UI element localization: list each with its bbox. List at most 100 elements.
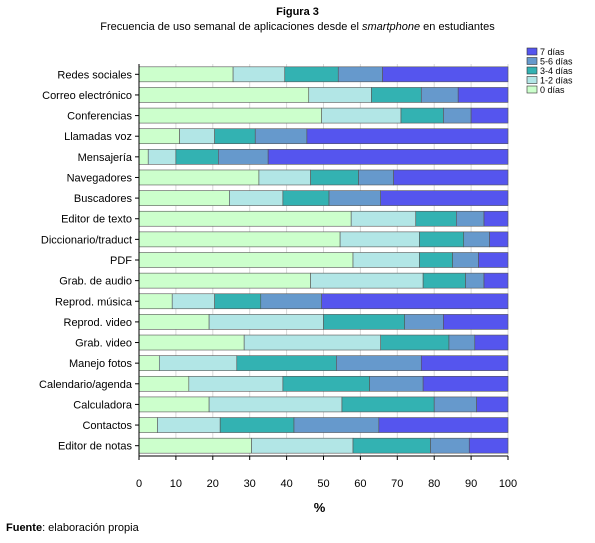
bar-segment (282, 375, 370, 392)
bar-segment (310, 272, 424, 289)
bar-segment (188, 375, 284, 392)
bar-segment (218, 149, 269, 165)
legend-swatch (526, 85, 538, 94)
bar-segment (214, 128, 256, 145)
bar-segment (219, 417, 295, 433)
bar-segment (214, 293, 262, 310)
bar-segment (236, 355, 337, 371)
category-label: Correo electrónico (42, 90, 132, 102)
bar-segment (339, 231, 420, 248)
category-label: Mensajería (78, 152, 133, 164)
bar-segment (350, 210, 417, 227)
category-label: Conferencias (67, 111, 132, 123)
bar-segment (306, 128, 509, 145)
bar-segment (138, 190, 230, 206)
bar-segment (293, 417, 380, 433)
bar-segment (457, 87, 509, 103)
source-note: Fuente: elaboración propia (6, 522, 139, 534)
bar-segment (483, 210, 509, 227)
x-tick-label: 30 (244, 478, 256, 490)
bar-segment (138, 396, 210, 413)
category-label: PDF (110, 255, 132, 267)
bar-segment (474, 334, 509, 351)
bar-segment (393, 169, 509, 186)
bar-segment (443, 314, 509, 330)
bar-segment (380, 334, 450, 351)
bar-segment (430, 437, 470, 454)
x-tick-label: 40 (280, 478, 292, 490)
bar-segment (138, 66, 234, 83)
category-label: Grab. video (75, 338, 132, 350)
x-tick-label: 50 (317, 478, 329, 490)
bar-segment (443, 107, 472, 124)
bar-segment (138, 149, 149, 165)
bar-segment (483, 272, 509, 289)
bar-segment (352, 252, 420, 268)
x-tick-label: 90 (465, 478, 477, 490)
category-label: Editor de notas (58, 441, 132, 453)
bar-segment (369, 375, 424, 392)
bar-segment (420, 87, 459, 103)
bar-segment (420, 355, 509, 371)
bar-segment (456, 210, 485, 227)
bar-segment (476, 396, 509, 413)
bar-segment (138, 293, 173, 310)
bar-segment (138, 128, 180, 145)
bar-segment (400, 107, 444, 124)
stacked-bar-chart: Redes sociales Correo electrónico Conferen… (39, 47, 573, 515)
x-tick-label: 10 (170, 478, 182, 490)
bar-segment (404, 314, 444, 330)
bar-segment (138, 252, 354, 268)
bar-segment (157, 417, 221, 433)
bar-segment (337, 66, 383, 83)
bar-segment (465, 272, 485, 289)
bar-segment (158, 355, 238, 371)
chart-title: Frecuencia de uso semanal de aplicacione… (0, 21, 595, 33)
bar-segment (422, 375, 509, 392)
bar-segment (147, 149, 177, 165)
category-label: Navegadores (67, 172, 133, 184)
bar-segment (232, 66, 286, 83)
x-tick-label: 80 (428, 478, 440, 490)
bar-segment (419, 252, 453, 268)
bar-segment (321, 293, 509, 310)
bar-segment (323, 314, 405, 330)
bar-segment (138, 210, 352, 227)
legend-swatch (526, 76, 538, 84)
bar-segment (258, 169, 311, 186)
bar-segment (284, 66, 339, 83)
bar-segment (138, 375, 190, 392)
bar-segment (138, 437, 252, 454)
x-tick-label: 20 (207, 478, 219, 490)
bar-segment (328, 190, 381, 206)
x-axis-label: % (314, 500, 326, 515)
bar-segment (138, 87, 310, 103)
category-label: Contactos (82, 420, 132, 432)
bar-segment (419, 231, 465, 248)
category-label: Buscadores (74, 193, 133, 205)
source-label: Fuente (6, 522, 43, 534)
bar-segment (352, 437, 431, 454)
legend-label: 7 días (540, 47, 565, 57)
bar-segment (171, 293, 215, 310)
bar-segment (452, 252, 479, 268)
bar-segment (478, 252, 509, 268)
legend-label: 1-2 días (540, 76, 573, 86)
bar-segment (208, 396, 343, 413)
bar-segment (208, 314, 324, 330)
category-label: Grab. de audio (59, 276, 132, 288)
bar-segment (463, 231, 490, 248)
title-part-2: en estudiantes (420, 21, 495, 33)
bar-segment (448, 334, 476, 351)
figure-number: Figura 3 (276, 6, 319, 18)
bar-segment (251, 437, 354, 454)
bar-segment (260, 293, 322, 310)
legend-swatch (526, 47, 538, 56)
category-label: Calculadora (73, 399, 133, 411)
bar-segment (358, 169, 394, 186)
bar-segment (138, 314, 210, 330)
bar-segment (138, 272, 311, 289)
bar-segment (336, 355, 422, 371)
legend-label: 3-4 días (540, 66, 573, 76)
bar-segment (470, 107, 509, 124)
